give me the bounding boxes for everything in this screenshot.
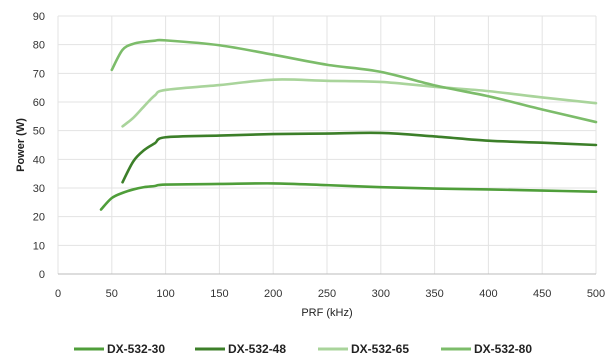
- series-lines: [99, 38, 598, 211]
- legend-entry: DX-532-48: [228, 342, 286, 356]
- x-tick-label: 200: [264, 288, 282, 300]
- y-tick-label: 60: [33, 97, 45, 109]
- y-tick-label: 0: [39, 269, 45, 281]
- grid: [57, 15, 597, 275]
- legend-entry: DX-532-65: [351, 342, 409, 356]
- series-line-dx-532-80: [110, 38, 598, 124]
- x-tick-labels: 0 50 100 150 200 250 300 350 400 450 500: [55, 288, 605, 300]
- x-tick-label: 50: [106, 288, 118, 300]
- y-tick-label: 20: [33, 212, 45, 224]
- x-tick-label: 300: [372, 288, 390, 300]
- x-tick-label: 500: [587, 288, 605, 300]
- legend-entry: DX-532-80: [474, 342, 532, 356]
- y-tick-label: 40: [33, 154, 45, 166]
- y-tick-labels: 0 10 20 30 40 50 60 70 80 90: [33, 11, 45, 281]
- y-axis-label: Power (W): [15, 118, 27, 172]
- x-tick-label: 0: [55, 288, 61, 300]
- x-tick-label: 450: [533, 288, 551, 300]
- series-line-dx-532-30: [99, 182, 598, 211]
- x-tick-label: 250: [318, 288, 336, 300]
- legend-entry: DX-532-30: [107, 342, 165, 356]
- x-tick-label: 100: [156, 288, 174, 300]
- x-tick-label: 150: [210, 288, 228, 300]
- series-line-dx-532-65: [121, 78, 598, 128]
- series-line-dx-532-48: [121, 131, 598, 184]
- x-axis-label: PRF (kHz): [301, 307, 352, 319]
- y-tick-label: 70: [33, 68, 45, 80]
- y-tick-label: 50: [33, 126, 45, 138]
- x-tick-label: 350: [425, 288, 443, 300]
- legend: DX-532-30 DX-532-48 DX-532-65 DX-532-80: [74, 342, 532, 356]
- y-tick-label: 90: [33, 11, 45, 23]
- y-tick-label: 10: [33, 240, 45, 252]
- x-tick-label: 400: [479, 288, 497, 300]
- y-tick-label: 80: [33, 40, 45, 52]
- y-tick-label: 30: [33, 183, 45, 195]
